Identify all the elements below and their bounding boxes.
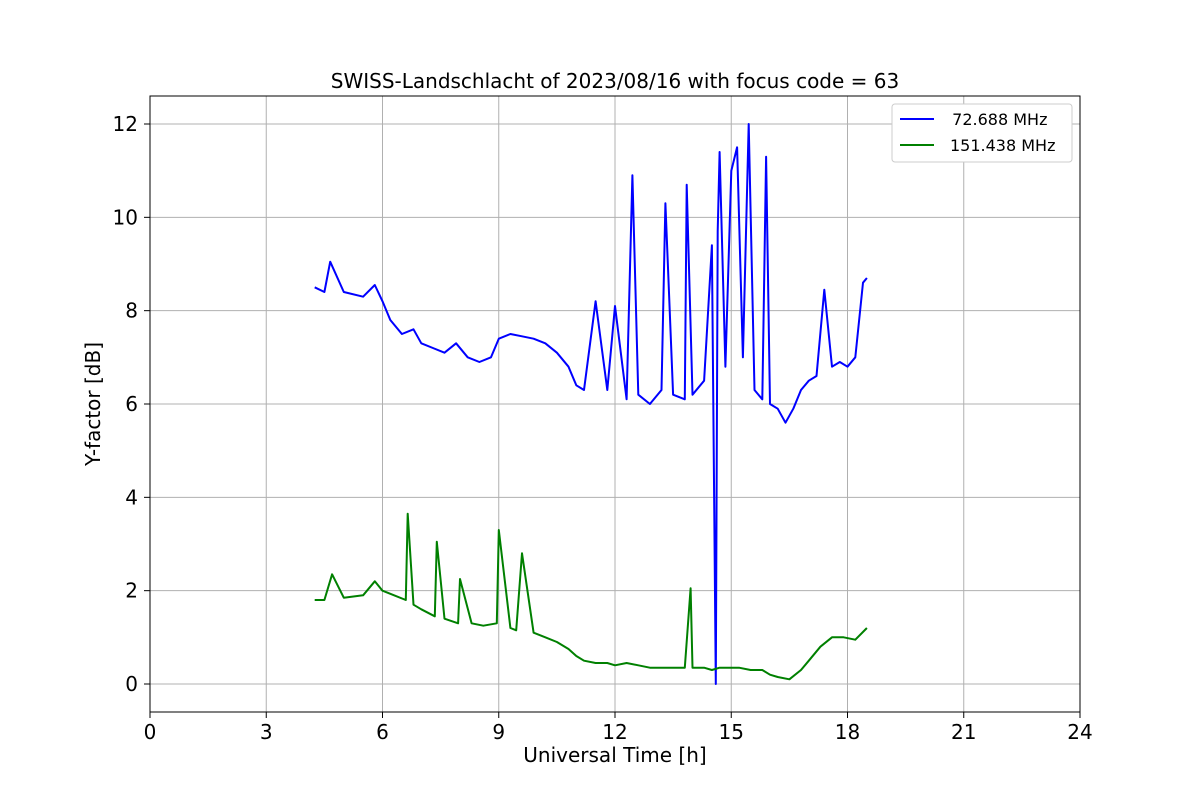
x-tick-label: 21 bbox=[951, 720, 976, 744]
x-axis-label: Universal Time [h] bbox=[523, 743, 706, 767]
y-tick-label: 4 bbox=[125, 485, 138, 509]
legend-label-72mhz: 72.688 MHz bbox=[942, 110, 1047, 129]
x-tick-label: 24 bbox=[1067, 720, 1092, 744]
series-line-1 bbox=[314, 512, 868, 681]
chart-title: SWISS-Landschlacht of 2023/08/16 with fo… bbox=[331, 69, 899, 93]
x-tick-label: 3 bbox=[260, 720, 273, 744]
x-tick-label: 0 bbox=[144, 720, 157, 744]
x-tick-label: 15 bbox=[719, 720, 744, 744]
legend: 72.688 MHz 151.438 MHz bbox=[891, 103, 1073, 163]
x-tick-label: 6 bbox=[376, 720, 389, 744]
y-tick-label: 2 bbox=[125, 579, 138, 603]
y-tick-label: 8 bbox=[125, 299, 138, 323]
y-tick-label: 12 bbox=[113, 112, 138, 136]
legend-label-151mhz: 151.438 MHz bbox=[950, 136, 1055, 155]
y-axis-label: Y-factor [dB] bbox=[81, 342, 105, 467]
y-tick-label: 10 bbox=[113, 205, 138, 229]
series-layer bbox=[314, 123, 868, 685]
x-tick-label: 18 bbox=[835, 720, 860, 744]
series-line-0 bbox=[314, 123, 868, 685]
x-tick-label: 12 bbox=[602, 720, 627, 744]
y-tick-label: 0 bbox=[125, 672, 138, 696]
y-tick-label: 6 bbox=[125, 392, 138, 416]
legend-box bbox=[891, 103, 1073, 163]
x-tick-label: 9 bbox=[492, 720, 505, 744]
